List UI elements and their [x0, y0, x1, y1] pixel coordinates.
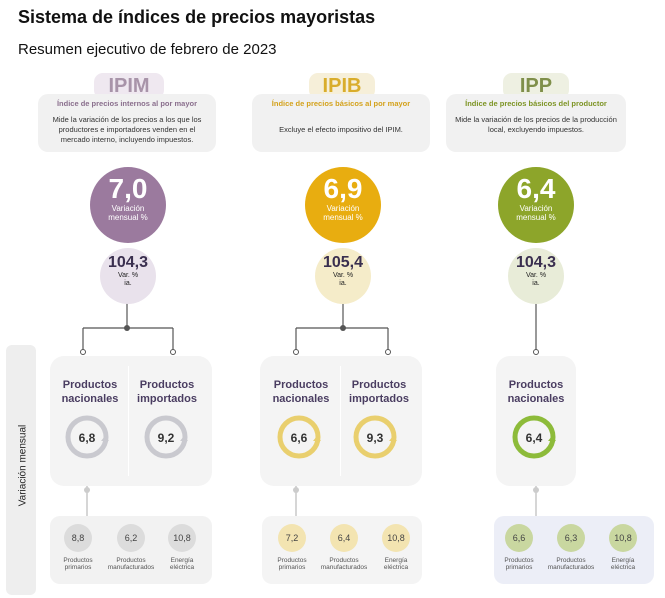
- ipib-monthly-label-2: mensual %: [323, 213, 363, 222]
- ipim-card-importados: Productos importados: [128, 378, 206, 406]
- ipp-full-name: Índice de precios básicos del productor: [465, 99, 607, 108]
- card-title-2: nacionales: [272, 393, 330, 405]
- ipim-full-name: Índice de precios internos al por mayor: [56, 99, 198, 108]
- ipp-dot-primarios: 6,6: [505, 524, 533, 552]
- ipp-label-manufacturados: Productos manufacturados: [547, 557, 595, 571]
- ipib-description: Excluye el efecto impositivo del IPIM.: [279, 125, 403, 134]
- ipim-ring-nacionales: [65, 415, 109, 459]
- card-title-1: Productos: [273, 379, 329, 391]
- ipib-card-divider: [340, 366, 341, 476]
- ipib-label-energia: Energía eléctrica: [383, 557, 409, 571]
- ipib-annual-label-2: ia.: [339, 280, 347, 287]
- card-title-2: importados: [349, 393, 409, 405]
- ipim-description: Mide la variación de los precios a los q…: [52, 115, 202, 144]
- ipim-annual-label-2: ia.: [124, 280, 132, 287]
- card-title-2: nacionales: [507, 393, 565, 405]
- ipib-name: IPIB: [322, 75, 362, 97]
- card-title-1: Productos: [139, 379, 195, 391]
- card-title-1: Productos: [508, 379, 564, 391]
- ipim-dot-energia: 10,8: [168, 524, 196, 552]
- ipim-monthly-circle: 7,0 Variación mensual %: [90, 167, 166, 243]
- ipp-name: IPP: [519, 75, 553, 97]
- ipib-description-box: Índice de precios básicos al por mayor E…: [252, 94, 430, 152]
- ipp-dot-energia: 10,8: [609, 524, 637, 552]
- ipib-dot-primarios: 7,2: [278, 524, 306, 552]
- ipib-ring-importados: [353, 415, 397, 459]
- ipim-ring-value-importados: 9,2: [157, 431, 175, 445]
- ipp-card-nacionales: Productos nacionales: [498, 378, 574, 406]
- ipp-ring-value-nacionales: 6,4: [525, 431, 543, 445]
- ipim-label-energia: Energía eléctrica: [169, 557, 195, 571]
- card-title-1: Productos: [351, 379, 407, 391]
- ipim-ring-value-nacionales: 6,8: [78, 431, 96, 445]
- ipib-monthly-value: 6,9: [323, 173, 363, 204]
- ipib-ring-value-nacionales: 6,6: [290, 431, 308, 445]
- ipib-label-manufacturados: Productos manufacturados: [320, 557, 368, 571]
- ipp-annual-label-2: ia.: [532, 280, 540, 287]
- ipim-annual-circle: 104,3 Var. % ia.: [100, 248, 156, 304]
- ipp-annual-value: 104,3: [515, 254, 557, 271]
- ipib-dot-energia: 10,8: [382, 524, 410, 552]
- ipib-dot-manufacturados: 6,4: [330, 524, 358, 552]
- ipib-card-importados: Productos importados: [340, 378, 418, 406]
- ipp-annual-circle: 104,3 Var. % ia.: [508, 248, 564, 304]
- ipib-ring-nacionales: [277, 415, 321, 459]
- ipp-cards-panel: [496, 356, 576, 486]
- ipib-label-primarios: Productos primarios: [277, 557, 307, 571]
- ipp-monthly-label-1: Variación: [519, 204, 553, 213]
- ipib-annual-circle: 105,4 Var. % ia.: [315, 248, 371, 304]
- ipim-dot-primarios: 8,8: [64, 524, 92, 552]
- card-title-2: nacionales: [61, 393, 119, 405]
- ipim-ring-importados: [144, 415, 188, 459]
- ipim-description-box: Índice de precios internos al por mayor …: [38, 94, 216, 152]
- ipp-label-primarios: Productos primarios: [504, 557, 534, 571]
- ipp-annual-label-1: Var. %: [525, 272, 547, 279]
- ipim-name: IPIM: [108, 75, 150, 97]
- page-subtitle: Resumen ejecutivo de febrero de 2023: [18, 41, 277, 58]
- ipp-description-box: Índice de precios básicos del productor …: [446, 94, 626, 152]
- ipim-label-primarios: Productos primarios: [63, 557, 93, 571]
- ipib-annual-label-1: Var. %: [332, 272, 354, 279]
- ipim-dot-manufacturados: 6,2: [117, 524, 145, 552]
- card-title-2: importados: [137, 393, 197, 405]
- ipim-card-divider: [128, 366, 129, 476]
- ipp-ring-nacionales: [512, 415, 556, 459]
- ipp-monthly-circle: 6,4 Variación mensual %: [498, 167, 574, 243]
- ipp-monthly-label-2: mensual %: [516, 213, 556, 222]
- ipib-monthly-circle: 6,9 Variación mensual %: [305, 167, 381, 243]
- ipim-card-nacionales: Productos nacionales: [52, 378, 128, 406]
- ipim-annual-value: 104,3: [107, 254, 149, 271]
- ipp-dot-manufacturados: 6,3: [557, 524, 585, 552]
- ipim-label-manufacturados: Productos manufacturados: [107, 557, 155, 571]
- ipib-monthly-label-1: Variación: [326, 204, 360, 213]
- ipim-monthly-value: 7,0: [108, 173, 148, 204]
- side-panel: Variación mensual: [6, 345, 36, 595]
- ipp-monthly-value: 6,4: [516, 173, 556, 204]
- ipib-annual-value: 105,4: [322, 254, 364, 271]
- ipim-annual-label-1: Var. %: [117, 272, 139, 279]
- page-title: Sistema de índices de precios mayoristas: [18, 7, 376, 27]
- ipim-monthly-label-2: mensual %: [108, 213, 148, 222]
- ipp-description: Mide la variación de los precios de la p…: [455, 115, 617, 134]
- card-title-1: Productos: [62, 379, 118, 391]
- ipib-card-nacionales: Productos nacionales: [262, 378, 340, 406]
- ipib-ring-value-importados: 9,3: [366, 431, 384, 445]
- ipim-monthly-label-1: Variación: [111, 204, 145, 213]
- ipib-full-name: Índice de precios básicos al por mayor: [271, 99, 411, 108]
- side-label: Variación mensual: [17, 424, 29, 507]
- ipp-label-energia: Energía eléctrica: [610, 557, 636, 571]
